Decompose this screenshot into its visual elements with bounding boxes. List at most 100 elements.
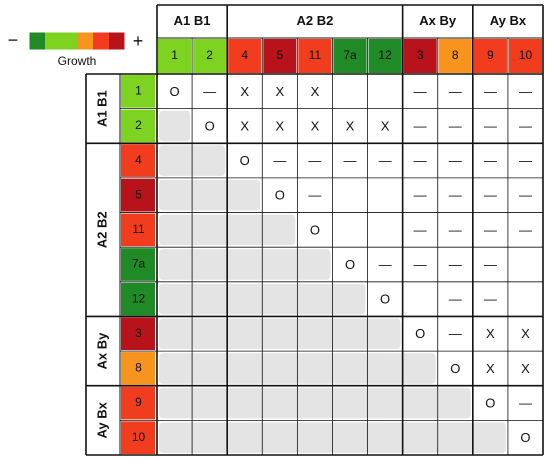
row-group-label: A1 B1: [94, 90, 109, 127]
row-header-cell: [121, 178, 155, 212]
gray-fill: [159, 318, 401, 350]
cell-mark: —: [484, 84, 497, 99]
legend-swatch: [29, 32, 45, 50]
column-group-label: Ax By: [419, 13, 457, 28]
row-header-cell: [121, 109, 155, 143]
cell-mark: X: [275, 84, 284, 99]
row-header-cell: [121, 421, 155, 454]
column-header-label: 5: [276, 48, 283, 62]
column-header-label: 11: [309, 48, 322, 62]
column-header-label: 9: [487, 48, 494, 62]
cell-mark: —: [484, 292, 497, 307]
column-header-label: 2: [206, 48, 213, 62]
gray-fill: [159, 387, 471, 419]
column-header-cell: [368, 39, 402, 73]
cell-mark: O: [169, 84, 179, 99]
row-group-label: Ax By: [94, 332, 109, 370]
column-header-cell: [298, 39, 332, 73]
cell-mark: —: [449, 222, 462, 237]
row-group-label: A2 B2: [94, 211, 109, 248]
cell-mark: O: [205, 118, 215, 133]
row-header-label: 3: [135, 326, 142, 340]
cell-mark: X: [521, 326, 530, 341]
cell-mark: X: [240, 84, 249, 99]
cell-mark: —: [414, 153, 427, 168]
legend-swatch: [45, 32, 61, 50]
row-header-cell: [121, 317, 155, 351]
cell-mark: —: [484, 118, 497, 133]
cell-mark: —: [449, 118, 462, 133]
row-header-cell: [121, 282, 155, 316]
cell-mark: —: [449, 188, 462, 203]
cell-mark: X: [311, 84, 320, 99]
row-header-label: 10: [132, 430, 146, 444]
gray-fill: [159, 249, 331, 280]
gray-fill: [159, 110, 191, 142]
cell-mark: —: [519, 188, 532, 203]
cell-mark: —: [449, 326, 462, 341]
cell-mark: —: [414, 84, 427, 99]
legend: − + Growth: [8, 30, 144, 68]
legend-swatch: [61, 32, 77, 50]
cell-mark: —: [449, 292, 462, 307]
cell-mark: —: [308, 153, 321, 168]
row-header-cell: [121, 213, 155, 247]
row-header-label: 5: [135, 187, 142, 201]
row-header-cell: [121, 352, 155, 385]
cell-mark: X: [346, 118, 355, 133]
cell-mark: O: [275, 188, 285, 203]
cell-mark: O: [240, 153, 250, 168]
cell-mark: —: [414, 222, 427, 237]
row-header-cell: [121, 144, 155, 177]
column-header-label: 8: [452, 48, 459, 62]
column-header-cell: [158, 39, 192, 73]
cell-mark: —: [449, 257, 462, 272]
cell-mark: —: [414, 257, 427, 272]
gray-fill: [159, 179, 261, 211]
cell-mark: O: [415, 326, 425, 341]
column-group-label: A1 B1: [174, 13, 211, 28]
cell-mark: —: [308, 188, 321, 203]
cell-mark: —: [379, 257, 392, 272]
cell-mark: —: [519, 84, 532, 99]
cell-mark: X: [486, 326, 495, 341]
column-header-cell: [333, 39, 367, 73]
column-header-label: 1: [171, 48, 178, 62]
cell-mark: X: [486, 361, 495, 376]
legend-swatch: [77, 32, 93, 50]
row-header-label: 11: [132, 222, 145, 236]
column-header-label: 7a: [343, 48, 357, 62]
column-header-cell: [438, 39, 472, 73]
cell-mark: O: [310, 222, 320, 237]
row-header-label: 4: [135, 153, 142, 167]
legend-swatch: [93, 32, 109, 50]
column-header-cell: [228, 39, 262, 73]
cell-mark: —: [379, 153, 392, 168]
cell-mark: O: [450, 361, 460, 376]
column-header-label: 12: [378, 48, 392, 62]
column-header-cell: [473, 39, 507, 73]
row-header-cell: [121, 75, 155, 108]
column-header-cell: [263, 39, 297, 73]
cell-mark: —: [484, 257, 497, 272]
cell-mark: —: [519, 222, 532, 237]
cell-mark: —: [414, 188, 427, 203]
cell-mark: —: [203, 84, 216, 99]
cell-mark: O: [345, 257, 355, 272]
cell-mark: X: [381, 118, 390, 133]
column-header-cell: [508, 39, 542, 73]
cell-mark: —: [519, 153, 532, 168]
column-header-label: 3: [417, 48, 424, 62]
row-header-label: 12: [132, 291, 146, 305]
row-header-label: 8: [135, 361, 142, 375]
cell-mark: —: [344, 153, 357, 168]
cell-mark: —: [273, 153, 286, 168]
cell-mark: —: [519, 118, 532, 133]
cell-mark: —: [449, 84, 462, 99]
legend-swatch: [109, 32, 125, 50]
cell-mark: —: [519, 395, 532, 410]
column-header-cell: [403, 39, 437, 73]
row-header-cell: [121, 386, 155, 420]
row-header-label: 2: [135, 118, 142, 132]
